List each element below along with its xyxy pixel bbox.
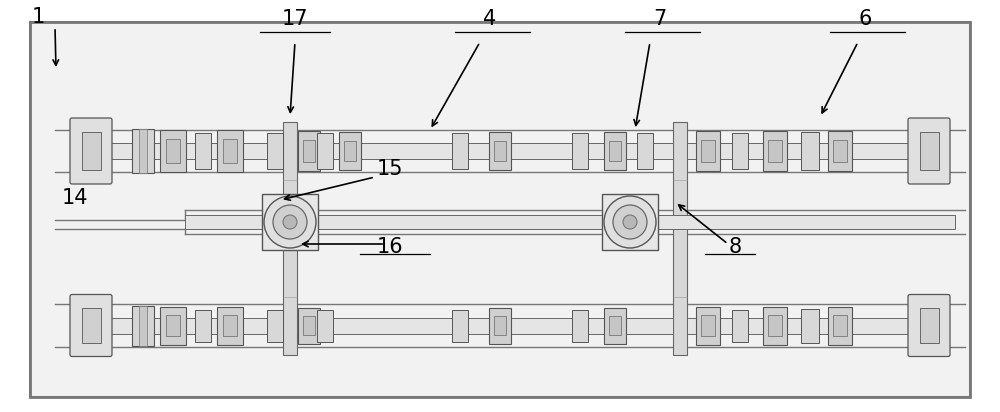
FancyBboxPatch shape (132, 129, 154, 173)
FancyBboxPatch shape (132, 306, 154, 346)
FancyBboxPatch shape (920, 308, 938, 343)
FancyBboxPatch shape (82, 132, 100, 170)
FancyBboxPatch shape (262, 194, 318, 250)
FancyBboxPatch shape (572, 309, 588, 342)
Text: 17: 17 (282, 9, 308, 29)
FancyBboxPatch shape (701, 140, 715, 162)
FancyBboxPatch shape (494, 140, 506, 162)
Text: 6: 6 (858, 9, 872, 29)
FancyBboxPatch shape (30, 22, 970, 397)
FancyBboxPatch shape (317, 309, 333, 342)
FancyBboxPatch shape (687, 318, 910, 333)
FancyBboxPatch shape (267, 309, 283, 342)
Text: 15: 15 (377, 159, 403, 179)
FancyBboxPatch shape (139, 129, 147, 173)
FancyBboxPatch shape (833, 140, 847, 162)
FancyBboxPatch shape (920, 132, 938, 170)
FancyBboxPatch shape (283, 122, 297, 355)
Text: 1: 1 (31, 7, 45, 27)
FancyBboxPatch shape (339, 132, 361, 170)
FancyBboxPatch shape (223, 315, 237, 336)
FancyBboxPatch shape (297, 318, 673, 333)
FancyBboxPatch shape (303, 140, 315, 162)
FancyBboxPatch shape (673, 122, 687, 355)
FancyBboxPatch shape (298, 307, 320, 344)
Circle shape (283, 215, 297, 229)
FancyBboxPatch shape (298, 131, 320, 171)
FancyBboxPatch shape (489, 132, 511, 170)
FancyBboxPatch shape (687, 143, 910, 159)
FancyBboxPatch shape (696, 307, 720, 344)
Text: 8: 8 (728, 237, 742, 257)
FancyBboxPatch shape (732, 309, 748, 342)
FancyBboxPatch shape (828, 307, 852, 344)
FancyBboxPatch shape (833, 315, 847, 336)
FancyBboxPatch shape (609, 316, 621, 335)
FancyBboxPatch shape (768, 140, 782, 162)
Text: 4: 4 (483, 9, 497, 29)
FancyBboxPatch shape (110, 143, 283, 159)
FancyBboxPatch shape (217, 130, 243, 172)
FancyBboxPatch shape (572, 133, 588, 169)
FancyBboxPatch shape (452, 309, 468, 342)
FancyBboxPatch shape (768, 315, 782, 336)
FancyBboxPatch shape (701, 315, 715, 336)
FancyBboxPatch shape (166, 139, 180, 163)
FancyBboxPatch shape (160, 130, 186, 172)
FancyBboxPatch shape (604, 307, 626, 344)
FancyBboxPatch shape (82, 308, 100, 343)
FancyBboxPatch shape (602, 194, 658, 250)
FancyBboxPatch shape (166, 315, 180, 336)
Text: 16: 16 (377, 237, 403, 257)
FancyBboxPatch shape (609, 140, 621, 162)
Circle shape (613, 205, 647, 239)
FancyBboxPatch shape (637, 133, 653, 169)
Text: 7: 7 (653, 9, 667, 29)
Circle shape (604, 196, 656, 248)
FancyBboxPatch shape (908, 295, 950, 356)
FancyBboxPatch shape (195, 133, 211, 169)
FancyBboxPatch shape (70, 118, 112, 184)
FancyBboxPatch shape (452, 133, 468, 169)
FancyBboxPatch shape (195, 309, 211, 342)
FancyBboxPatch shape (223, 139, 237, 163)
Circle shape (264, 196, 316, 248)
FancyBboxPatch shape (763, 307, 787, 344)
FancyBboxPatch shape (217, 307, 243, 344)
FancyBboxPatch shape (267, 133, 283, 169)
FancyBboxPatch shape (763, 131, 787, 171)
Circle shape (623, 215, 637, 229)
FancyBboxPatch shape (317, 133, 333, 169)
Text: 14: 14 (62, 188, 88, 208)
FancyBboxPatch shape (139, 306, 147, 346)
FancyBboxPatch shape (344, 140, 356, 162)
FancyBboxPatch shape (828, 131, 852, 171)
Circle shape (273, 205, 307, 239)
FancyBboxPatch shape (494, 316, 506, 335)
FancyBboxPatch shape (110, 318, 283, 333)
FancyBboxPatch shape (185, 215, 955, 229)
FancyBboxPatch shape (604, 132, 626, 170)
FancyBboxPatch shape (801, 309, 819, 342)
FancyBboxPatch shape (70, 295, 112, 356)
FancyBboxPatch shape (696, 131, 720, 171)
FancyBboxPatch shape (297, 143, 673, 159)
FancyBboxPatch shape (303, 316, 315, 335)
FancyBboxPatch shape (801, 132, 819, 170)
FancyBboxPatch shape (732, 133, 748, 169)
FancyBboxPatch shape (908, 118, 950, 184)
FancyBboxPatch shape (489, 307, 511, 344)
FancyBboxPatch shape (160, 307, 186, 344)
